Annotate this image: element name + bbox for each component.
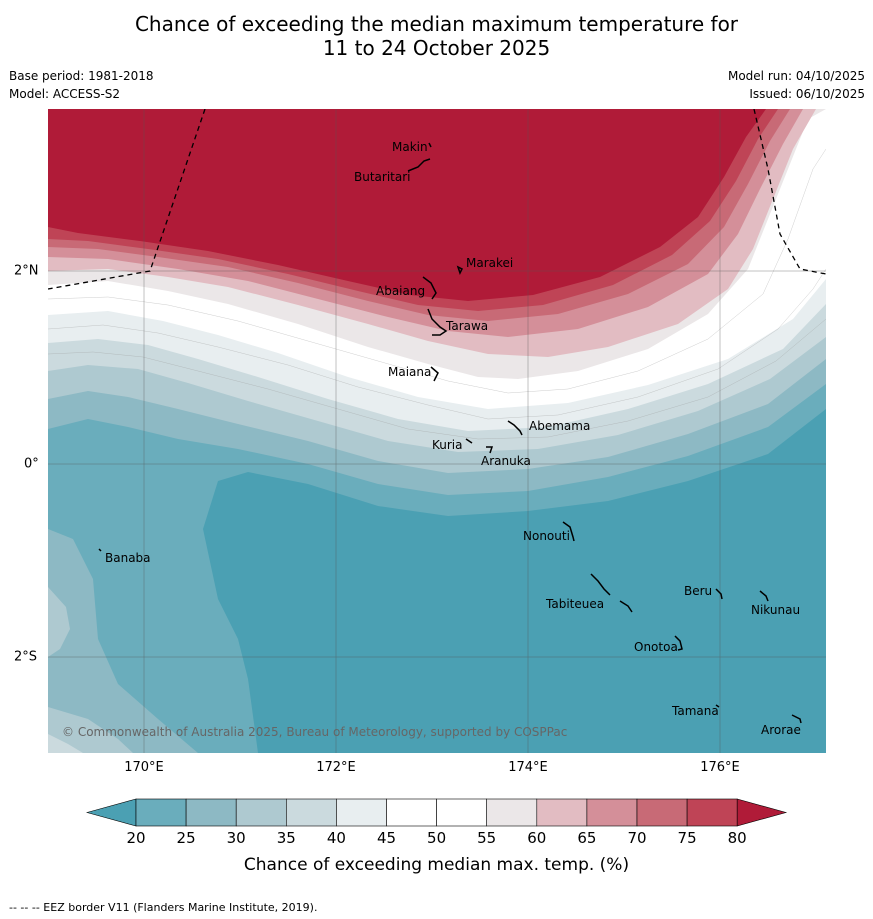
colorbar-tick-50: 50 [427,829,447,847]
island-nikunau [759,590,769,602]
colorbar-title: Chance of exceeding median max. temp. (%… [243,855,630,875]
lat-label-2s: 2°S [14,649,38,665]
colorbar-tick-65: 65 [577,829,597,847]
copyright-notice: © Commonwealth of Australia 2025, Bureau… [62,725,567,739]
colorbar-cells [86,798,788,827]
base-period-label: Base period: 1981-2018 [9,69,154,83]
colorbar-tick-30: 30 [226,829,246,847]
label-banaba: Banaba [105,551,151,565]
colorbar-cell-35_40 [286,798,337,827]
lon-label-174: 174°E [508,760,548,775]
lon-label-170: 170°E [124,760,164,775]
graticule [48,109,826,753]
colorbar-cell-75_80 [686,798,738,827]
contour-above-80 [48,109,766,301]
lon-label-176: 176°E [700,760,740,775]
label-onotoa: Onotoa [634,640,678,654]
label-tamana: Tamana [671,704,719,718]
title-line-1: Chance of exceeding the median maximum t… [134,12,739,36]
model-label: Model: ACCESS-S2 [9,87,121,101]
colorbar-cell-45_50 [386,798,437,827]
island-marakei [456,265,464,275]
island-maiana [430,366,439,382]
title-line-2: 11 to 24 October 2025 [322,36,551,60]
colorbar-tick-45: 45 [376,829,397,847]
label-nonouti: Nonouti [523,529,570,543]
colorbar-tick-70: 70 [627,829,647,847]
colorbar-cell-40_45 [336,798,387,827]
island-nonouti [562,521,575,542]
colorbar-tick-55: 55 [477,829,497,847]
label-arorae: Arorae [761,723,801,737]
island-butaritari [407,158,431,172]
lat-label-2n: 2°N [14,263,39,279]
colorbar-cell-30_35 [235,798,287,827]
lat-label-0: 0° [24,456,39,472]
island-tamana [715,704,720,708]
label-abemama: Abemama [529,419,590,433]
colorbar-cell-50_55 [436,798,488,827]
label-tarawa: Tarawa [445,319,488,333]
colorbar-cell-65_70 [586,798,638,827]
colorbar-cell-25_30 [185,798,237,827]
colorbar-tick-60: 60 [527,829,547,847]
island-abemama [507,420,523,436]
colorbar-tick-75: 75 [677,829,697,847]
island-arorae [791,714,802,724]
label-beru: Beru [684,584,712,598]
island-abaiang [422,276,437,300]
island-kuria [465,438,473,444]
contour-lines [48,148,826,440]
colorbar-tick-35: 35 [276,829,296,847]
island-aranuka [486,446,494,454]
colorbar-cell-70_75 [636,798,688,827]
island-beru [715,588,723,600]
colorbar-tick-80: 80 [727,829,747,847]
eez-footer-note: -- -- -- EEZ border V11 (Flanders Marine… [9,901,318,914]
colorbar-tick-20: 20 [126,829,146,847]
forecast-map: Makin Butaritari Marakei Abaiang Tarawa … [48,109,826,753]
eez-borders [48,109,826,290]
probability-contours: Makin Butaritari Marakei Abaiang Tarawa … [48,109,826,753]
label-butaritari: Butaritari [354,170,411,184]
label-tabiteuea: Tabiteuea [545,597,604,611]
label-abaiang: Abaiang [376,284,425,298]
chart-title: Chance of exceeding the median maximum t… [0,12,873,60]
colorbar-cell-20_25 [135,798,187,827]
label-kuria: Kuria [432,438,463,452]
label-aranuka: Aranuka [481,454,531,468]
islands [98,142,802,724]
colorbar [86,798,788,827]
model-run-label: Model run: 04/10/2025 [727,69,865,83]
island-banaba [98,548,102,552]
label-marakei: Marakei [466,256,513,270]
colorbar-cell-55_60 [486,798,538,827]
colorbar-cell-60_65 [536,798,588,827]
label-nikunau: Nikunau [751,603,800,617]
island-onotoa [674,635,683,651]
island-makin [428,142,432,148]
meta-right: Model run: 04/10/2025 Issued: 06/10/2025 [728,67,865,103]
label-makin: Makin [392,140,428,154]
issued-label: Issued: 06/10/2025 [749,87,865,101]
island-tabiteuea [590,573,633,613]
colorbar-extend-high [736,798,788,827]
colorbar-tick-25: 25 [176,829,196,847]
meta-left: Base period: 1981-2018 Model: ACCESS-S2 [9,67,154,103]
lon-label-172: 172°E [316,760,356,775]
label-maiana: Maiana [388,365,431,379]
colorbar-extend-low [86,798,137,827]
island-tarawa [427,308,448,336]
colorbar-tick-40: 40 [326,829,346,847]
